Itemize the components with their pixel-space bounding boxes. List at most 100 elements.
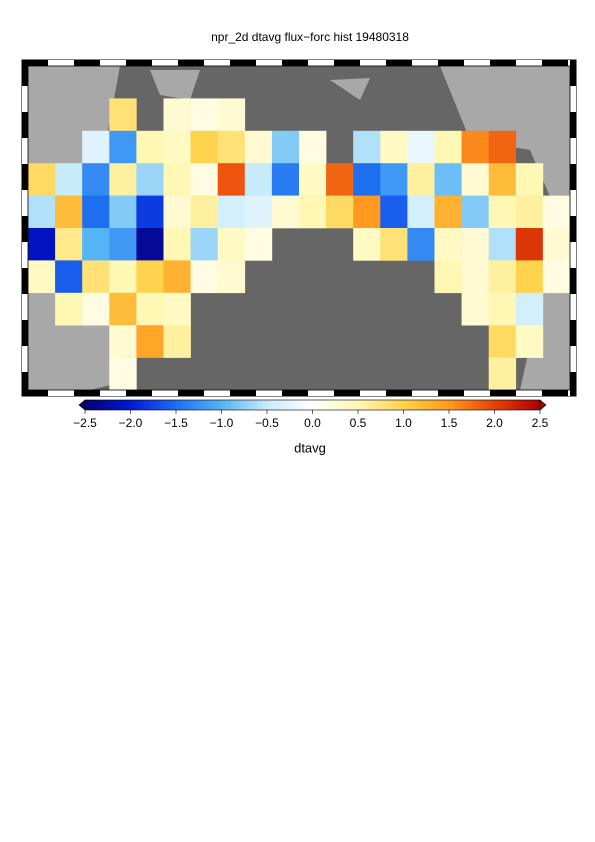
grid-cell bbox=[461, 260, 489, 294]
grid-cell bbox=[353, 195, 381, 229]
grid-cell bbox=[163, 292, 191, 326]
colorbar-segment bbox=[303, 400, 309, 410]
grid-cell bbox=[515, 163, 544, 196]
grid-cell bbox=[488, 130, 517, 164]
grid-cell bbox=[488, 228, 517, 261]
colorbar-segment bbox=[185, 400, 191, 410]
grid-cell bbox=[82, 228, 110, 261]
frame-tick bbox=[308, 60, 334, 66]
grid-cell bbox=[163, 130, 191, 164]
grid-cell bbox=[353, 163, 381, 196]
grid-cell bbox=[109, 195, 137, 229]
frame-tick bbox=[570, 268, 576, 294]
grid-cell bbox=[55, 163, 83, 196]
colorbar-segment bbox=[398, 400, 404, 410]
grid-cell bbox=[434, 228, 462, 261]
frame-tick bbox=[22, 86, 28, 112]
frame-tick bbox=[516, 390, 542, 396]
frame-tick bbox=[22, 242, 28, 268]
frame-tick bbox=[22, 346, 28, 372]
grid-cell bbox=[28, 260, 56, 294]
grid-cell bbox=[434, 260, 462, 294]
frame-tick bbox=[22, 112, 28, 138]
grid-cell bbox=[190, 163, 218, 196]
frame-tick bbox=[22, 390, 48, 396]
colorbar-tick-label: 0.5 bbox=[350, 416, 367, 430]
colorbar-segment bbox=[353, 400, 359, 410]
colorbar-segment bbox=[449, 400, 454, 410]
colorbar-segment bbox=[312, 400, 318, 410]
colorbar-segment bbox=[417, 400, 423, 410]
grid-cell bbox=[217, 98, 246, 132]
frame-tick bbox=[22, 320, 28, 346]
frame-tick bbox=[256, 390, 282, 396]
colorbar-segment bbox=[121, 400, 127, 410]
grid-cell bbox=[163, 228, 191, 261]
frame-tick bbox=[386, 60, 412, 66]
grid-cell bbox=[380, 163, 408, 196]
colorbar-tick-label: −2.0 bbox=[119, 416, 143, 430]
colorbar-segment bbox=[339, 400, 345, 410]
colorbar-segment bbox=[412, 400, 418, 410]
frame-tick bbox=[570, 164, 576, 190]
grid-cell bbox=[217, 195, 246, 229]
colorbar-segment bbox=[494, 400, 500, 410]
grid-cell bbox=[136, 130, 164, 164]
frame-tick bbox=[22, 268, 28, 294]
grid-cell bbox=[136, 163, 164, 196]
colorbar-segment bbox=[226, 400, 231, 410]
colorbar-segment bbox=[403, 400, 409, 410]
colorbar-segment bbox=[321, 400, 327, 410]
colorbar-tick-label: 2.5 bbox=[532, 416, 549, 430]
colorbar-segment bbox=[458, 400, 464, 410]
frame-tick bbox=[22, 372, 28, 396]
colorbar-segment bbox=[148, 400, 154, 410]
colorbar-segment bbox=[125, 400, 131, 410]
colorbar-segment bbox=[371, 400, 377, 410]
grid-cell bbox=[488, 357, 517, 391]
frame-tick bbox=[22, 164, 28, 190]
frame-tick bbox=[178, 60, 204, 66]
grid-cell bbox=[271, 195, 300, 229]
island bbox=[150, 70, 370, 100]
grid-cell bbox=[109, 163, 137, 196]
frame-tick bbox=[308, 390, 334, 396]
grid-cell bbox=[461, 292, 489, 326]
frame-tick bbox=[230, 390, 256, 396]
grid-cell bbox=[515, 325, 544, 358]
grid-cell bbox=[190, 130, 218, 164]
grid-cell bbox=[488, 195, 517, 229]
colorbar-segment bbox=[526, 400, 532, 410]
grid-cell bbox=[190, 228, 218, 261]
grid-cell bbox=[109, 325, 137, 358]
grid-cell bbox=[461, 163, 489, 196]
grid-cell bbox=[82, 130, 110, 164]
colorbar-segment bbox=[335, 400, 341, 410]
colorbar-segment bbox=[89, 400, 95, 410]
grid-cell bbox=[190, 260, 218, 294]
grid-cell bbox=[217, 228, 246, 261]
grid-cell bbox=[82, 195, 110, 229]
grid-cell bbox=[190, 98, 218, 132]
frame-tick bbox=[438, 60, 464, 66]
grid-cell bbox=[353, 228, 381, 261]
frame-tick bbox=[490, 390, 516, 396]
grid-cell bbox=[109, 260, 137, 294]
grid-cell bbox=[109, 130, 137, 164]
frame-tick bbox=[412, 390, 438, 396]
colorbar-segment bbox=[367, 400, 373, 410]
colorbar-segment bbox=[180, 400, 186, 410]
colorbar-segment bbox=[280, 400, 286, 410]
chart-title: npr_2d dtavg flux−forc hist 19480318 bbox=[211, 30, 409, 44]
grid-cell bbox=[353, 130, 381, 164]
grid-cell bbox=[28, 228, 56, 261]
frame-tick bbox=[570, 372, 576, 396]
colorbar-tick-label: 1.5 bbox=[441, 416, 458, 430]
frame-tick bbox=[570, 346, 576, 372]
grid-cell bbox=[434, 130, 462, 164]
colorbar-segment bbox=[362, 400, 368, 410]
colorbar-segment bbox=[248, 400, 254, 410]
colorbar-segment bbox=[444, 400, 450, 410]
grid-cell bbox=[82, 260, 110, 294]
grid-cell bbox=[136, 325, 164, 358]
